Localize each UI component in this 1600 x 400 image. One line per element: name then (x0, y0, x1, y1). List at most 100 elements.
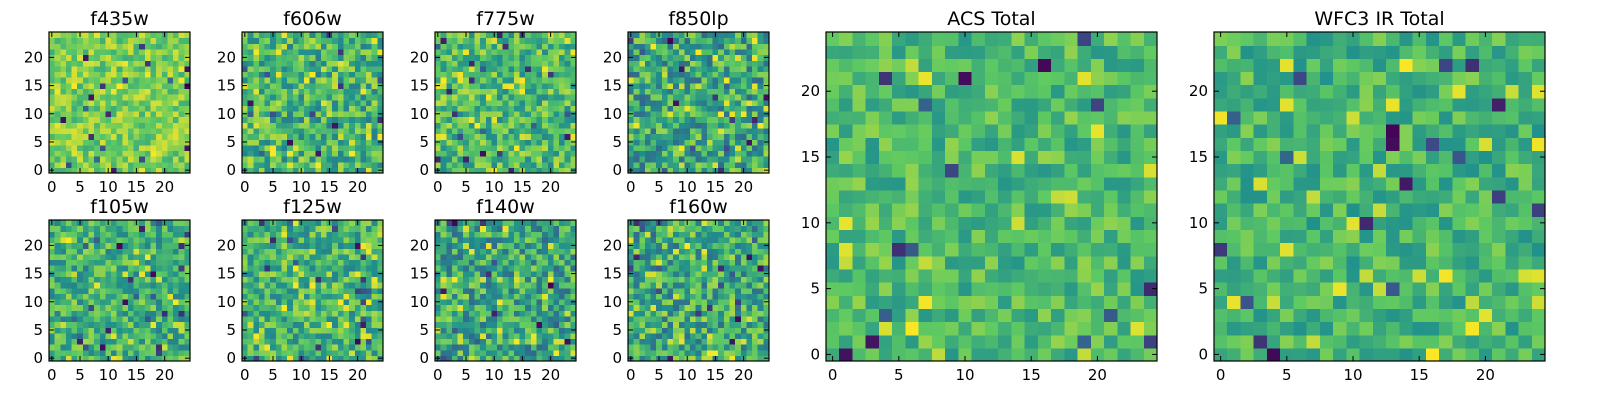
heatmap-cell (497, 105, 504, 112)
heatmap-cell (173, 144, 180, 152)
heatmap-cell (547, 304, 555, 311)
heatmap-cell (497, 99, 504, 106)
heatmap-cell (71, 99, 78, 106)
heatmap-cell (332, 282, 339, 289)
heatmap-cell (366, 127, 373, 135)
heatmap-cell (377, 105, 384, 112)
heatmap-cell (105, 231, 112, 238)
heatmap-cell (673, 105, 680, 112)
heatmap-cell (161, 48, 169, 56)
heatmap-cell (178, 344, 185, 351)
heatmap-cell (525, 253, 532, 261)
heatmap-cell (139, 48, 146, 56)
heatmap-cell (463, 349, 470, 356)
heatmap-cell (326, 338, 333, 345)
heatmap-cell (656, 99, 663, 106)
heatmap-cell (49, 144, 56, 152)
heatmap-cell (451, 248, 459, 255)
heatmap-cell (366, 150, 373, 157)
heatmap-cell (690, 32, 697, 39)
heatmap-cell (320, 287, 328, 294)
heatmap-cell (712, 156, 719, 163)
heatmap-cell (740, 110, 748, 118)
heatmap-cell (304, 248, 311, 255)
heatmap-cell (332, 167, 339, 174)
heatmap-cell (435, 321, 442, 328)
heatmap-cell (116, 133, 123, 140)
heatmap-cell (377, 32, 384, 39)
heatmap-cell (150, 139, 157, 146)
heatmap-cell (468, 167, 476, 174)
heatmap-cell (247, 54, 254, 61)
heatmap-cell (354, 270, 362, 277)
heatmap-cell (570, 122, 577, 129)
heatmap-cell (564, 60, 571, 67)
heatmap-cell (474, 253, 481, 261)
heatmap-cell (559, 287, 566, 294)
heatmap-cell (332, 139, 339, 146)
heatmap-cell (161, 321, 169, 328)
heatmap-cell (729, 344, 736, 351)
heatmap-cell (559, 355, 566, 362)
heatmap-cell (247, 231, 254, 238)
heatmap-cell (127, 43, 135, 50)
heatmap-cell (343, 150, 350, 157)
heatmap-cell (508, 122, 515, 129)
heatmap-cell (94, 122, 101, 129)
heatmap-cell (258, 54, 266, 61)
heatmap-cell (281, 54, 288, 61)
heatmap-cell (304, 253, 311, 261)
heatmap-cell (287, 287, 294, 294)
heatmap-cell (292, 48, 299, 56)
heatmap-cell (706, 298, 714, 306)
heatmap-cell (139, 133, 146, 140)
heatmap-cell (712, 293, 719, 300)
heatmap-cell (735, 82, 742, 89)
heatmap-cell (712, 99, 719, 106)
heatmap-cell (77, 231, 84, 238)
heatmap-cell (242, 37, 249, 44)
heatmap-cell (757, 37, 764, 44)
heatmap-cell (332, 60, 339, 67)
heatmap-cell (275, 77, 283, 84)
heatmap-cell (628, 276, 635, 283)
heatmap-cell (559, 276, 566, 283)
heatmap-cell (690, 71, 697, 78)
heatmap-cell (553, 139, 560, 146)
heatmap-cell (253, 127, 260, 135)
heatmap-cell (497, 127, 504, 135)
heatmap-cell (127, 338, 135, 345)
heatmap-cell (451, 315, 459, 323)
heatmap-cell (723, 349, 731, 356)
heatmap-cell (264, 349, 271, 356)
heatmap-cell (178, 99, 185, 106)
heatmap-cell (326, 48, 333, 56)
x-tick-label: 5 (461, 366, 471, 384)
heatmap-cell (474, 43, 481, 50)
heatmap-cell (752, 293, 759, 300)
heatmap-cell (354, 259, 362, 266)
heatmap-cell (485, 122, 492, 129)
heatmap-cell (684, 94, 691, 101)
heatmap-cell (457, 225, 464, 232)
heatmap-cell (729, 338, 736, 345)
heatmap-cell (678, 105, 685, 112)
heatmap-cell (695, 82, 702, 89)
heatmap-cell (650, 344, 657, 351)
heatmap-cell (525, 71, 532, 78)
heatmap-cell (326, 65, 333, 73)
heatmap-cell (258, 133, 266, 140)
heatmap-cell (718, 139, 725, 146)
heatmap-cell (60, 116, 67, 123)
heatmap-cell (525, 315, 532, 323)
heatmap-cell (116, 231, 123, 238)
heatmap-cell (763, 338, 770, 345)
heatmap-cell (650, 99, 657, 106)
heatmap-cell (88, 276, 95, 283)
heatmap-cell (446, 332, 453, 340)
heatmap-cell (440, 220, 447, 227)
heatmap-cell (258, 327, 266, 334)
heatmap-cell (116, 99, 123, 106)
heatmap-cell (735, 54, 742, 61)
heatmap-cell (508, 94, 515, 101)
